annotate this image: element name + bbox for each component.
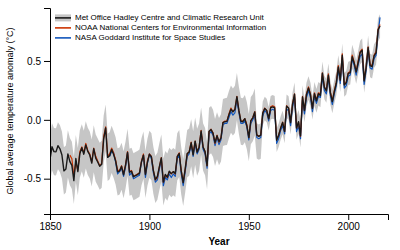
x-tick-label: 1850 [39, 221, 62, 232]
uncertainty-band [50, 14, 380, 206]
legend-label: Met Office Hadley Centre and Climatic Re… [75, 13, 265, 22]
y-axis-line [44, 9, 51, 215]
x-tick-label: 2000 [338, 221, 361, 232]
y-tick-label: 0.5 [27, 56, 41, 67]
y-tick-label: 0.0 [27, 115, 41, 126]
y-tick: 0.5 [27, 56, 50, 67]
legend-item: Met Office Hadley Centre and Climatic Re… [55, 13, 265, 22]
legend-item: NOAA National Centers for Environmental … [55, 23, 266, 32]
chart-container: 1850 1900 1950 2000 -0.5 0.0 0.5 Year Global ave… [0, 0, 400, 250]
y-axis: -0.5 0.0 0.5 [24, 9, 51, 215]
x-axis-title: Year [208, 236, 229, 247]
x-tick-mark [149, 214, 150, 220]
legend: Met Office Hadley Centre and Climatic Re… [55, 13, 266, 42]
y-tick-mark [44, 120, 50, 121]
x-axis: 1850 1900 1950 2000 [39, 214, 388, 232]
legend-swatch [55, 37, 71, 39]
x-tick: 1850 [39, 214, 62, 232]
series-line [110, 17, 380, 185]
y-tick: -0.5 [24, 173, 50, 184]
x-tick: 1900 [139, 214, 162, 232]
x-axis-line [51, 215, 389, 221]
x-tick: 2000 [338, 214, 361, 232]
x-tick-label: 1900 [139, 221, 162, 232]
y-tick: 0.0 [27, 115, 50, 126]
series-line [70, 24, 380, 182]
x-tick-label: 1950 [238, 221, 261, 232]
chart-svg: 1850 1900 1950 2000 -0.5 0.0 0.5 Year Global ave… [0, 0, 400, 250]
plot-area [50, 14, 380, 206]
legend-swatch [55, 17, 71, 19]
x-tick-mark [249, 214, 250, 220]
y-tick-mark [44, 179, 50, 180]
x-tick-mark [348, 214, 349, 220]
y-tick-label: -0.5 [24, 173, 42, 184]
legend-swatch [55, 27, 71, 29]
y-axis-title: Global average temperature anomaly (°C) [5, 27, 15, 194]
y-tick-mark [44, 61, 50, 62]
legend-label: NOAA National Centers for Environmental … [75, 23, 266, 32]
legend-swatch [55, 14, 71, 21]
legend-item: NASA Goddard Institute for Space Studies [55, 33, 225, 42]
series-line [50, 26, 380, 183]
x-tick: 1950 [238, 214, 261, 232]
legend-label: NASA Goddard Institute for Space Studies [75, 33, 225, 42]
